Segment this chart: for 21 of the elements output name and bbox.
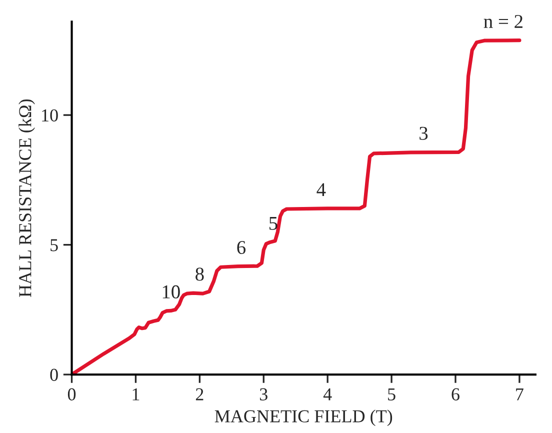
x-tick-label: 1: [132, 388, 140, 400]
y-tick-label: 5: [50, 239, 58, 252]
annotation: n = 2: [484, 14, 522, 28]
x-tick-label: 5: [388, 388, 396, 400]
x-axis-title: MAGNETIC FIELD (T): [214, 410, 392, 426]
annotation: 3: [420, 126, 428, 140]
line-series: [72, 38, 522, 375]
y-tick-label: 0: [50, 368, 58, 381]
annotation: 10: [162, 285, 180, 298]
annotation: 8: [196, 268, 204, 281]
x-tick-label: 2: [196, 388, 204, 400]
annotation: 6: [237, 240, 246, 254]
x-tick-label: 3: [260, 388, 268, 400]
annotation: 4: [316, 183, 326, 196]
x-tick-label: 4: [323, 388, 332, 400]
x-tick-label: 7: [516, 388, 524, 400]
y-tick-label: 10: [42, 109, 58, 122]
x-tick-label: 0: [68, 388, 76, 400]
x-tick-label: 6: [452, 388, 460, 400]
annotation: 5: [269, 217, 278, 230]
y-axis-title: HALL RESISTANCE (kΩ): [18, 99, 35, 298]
